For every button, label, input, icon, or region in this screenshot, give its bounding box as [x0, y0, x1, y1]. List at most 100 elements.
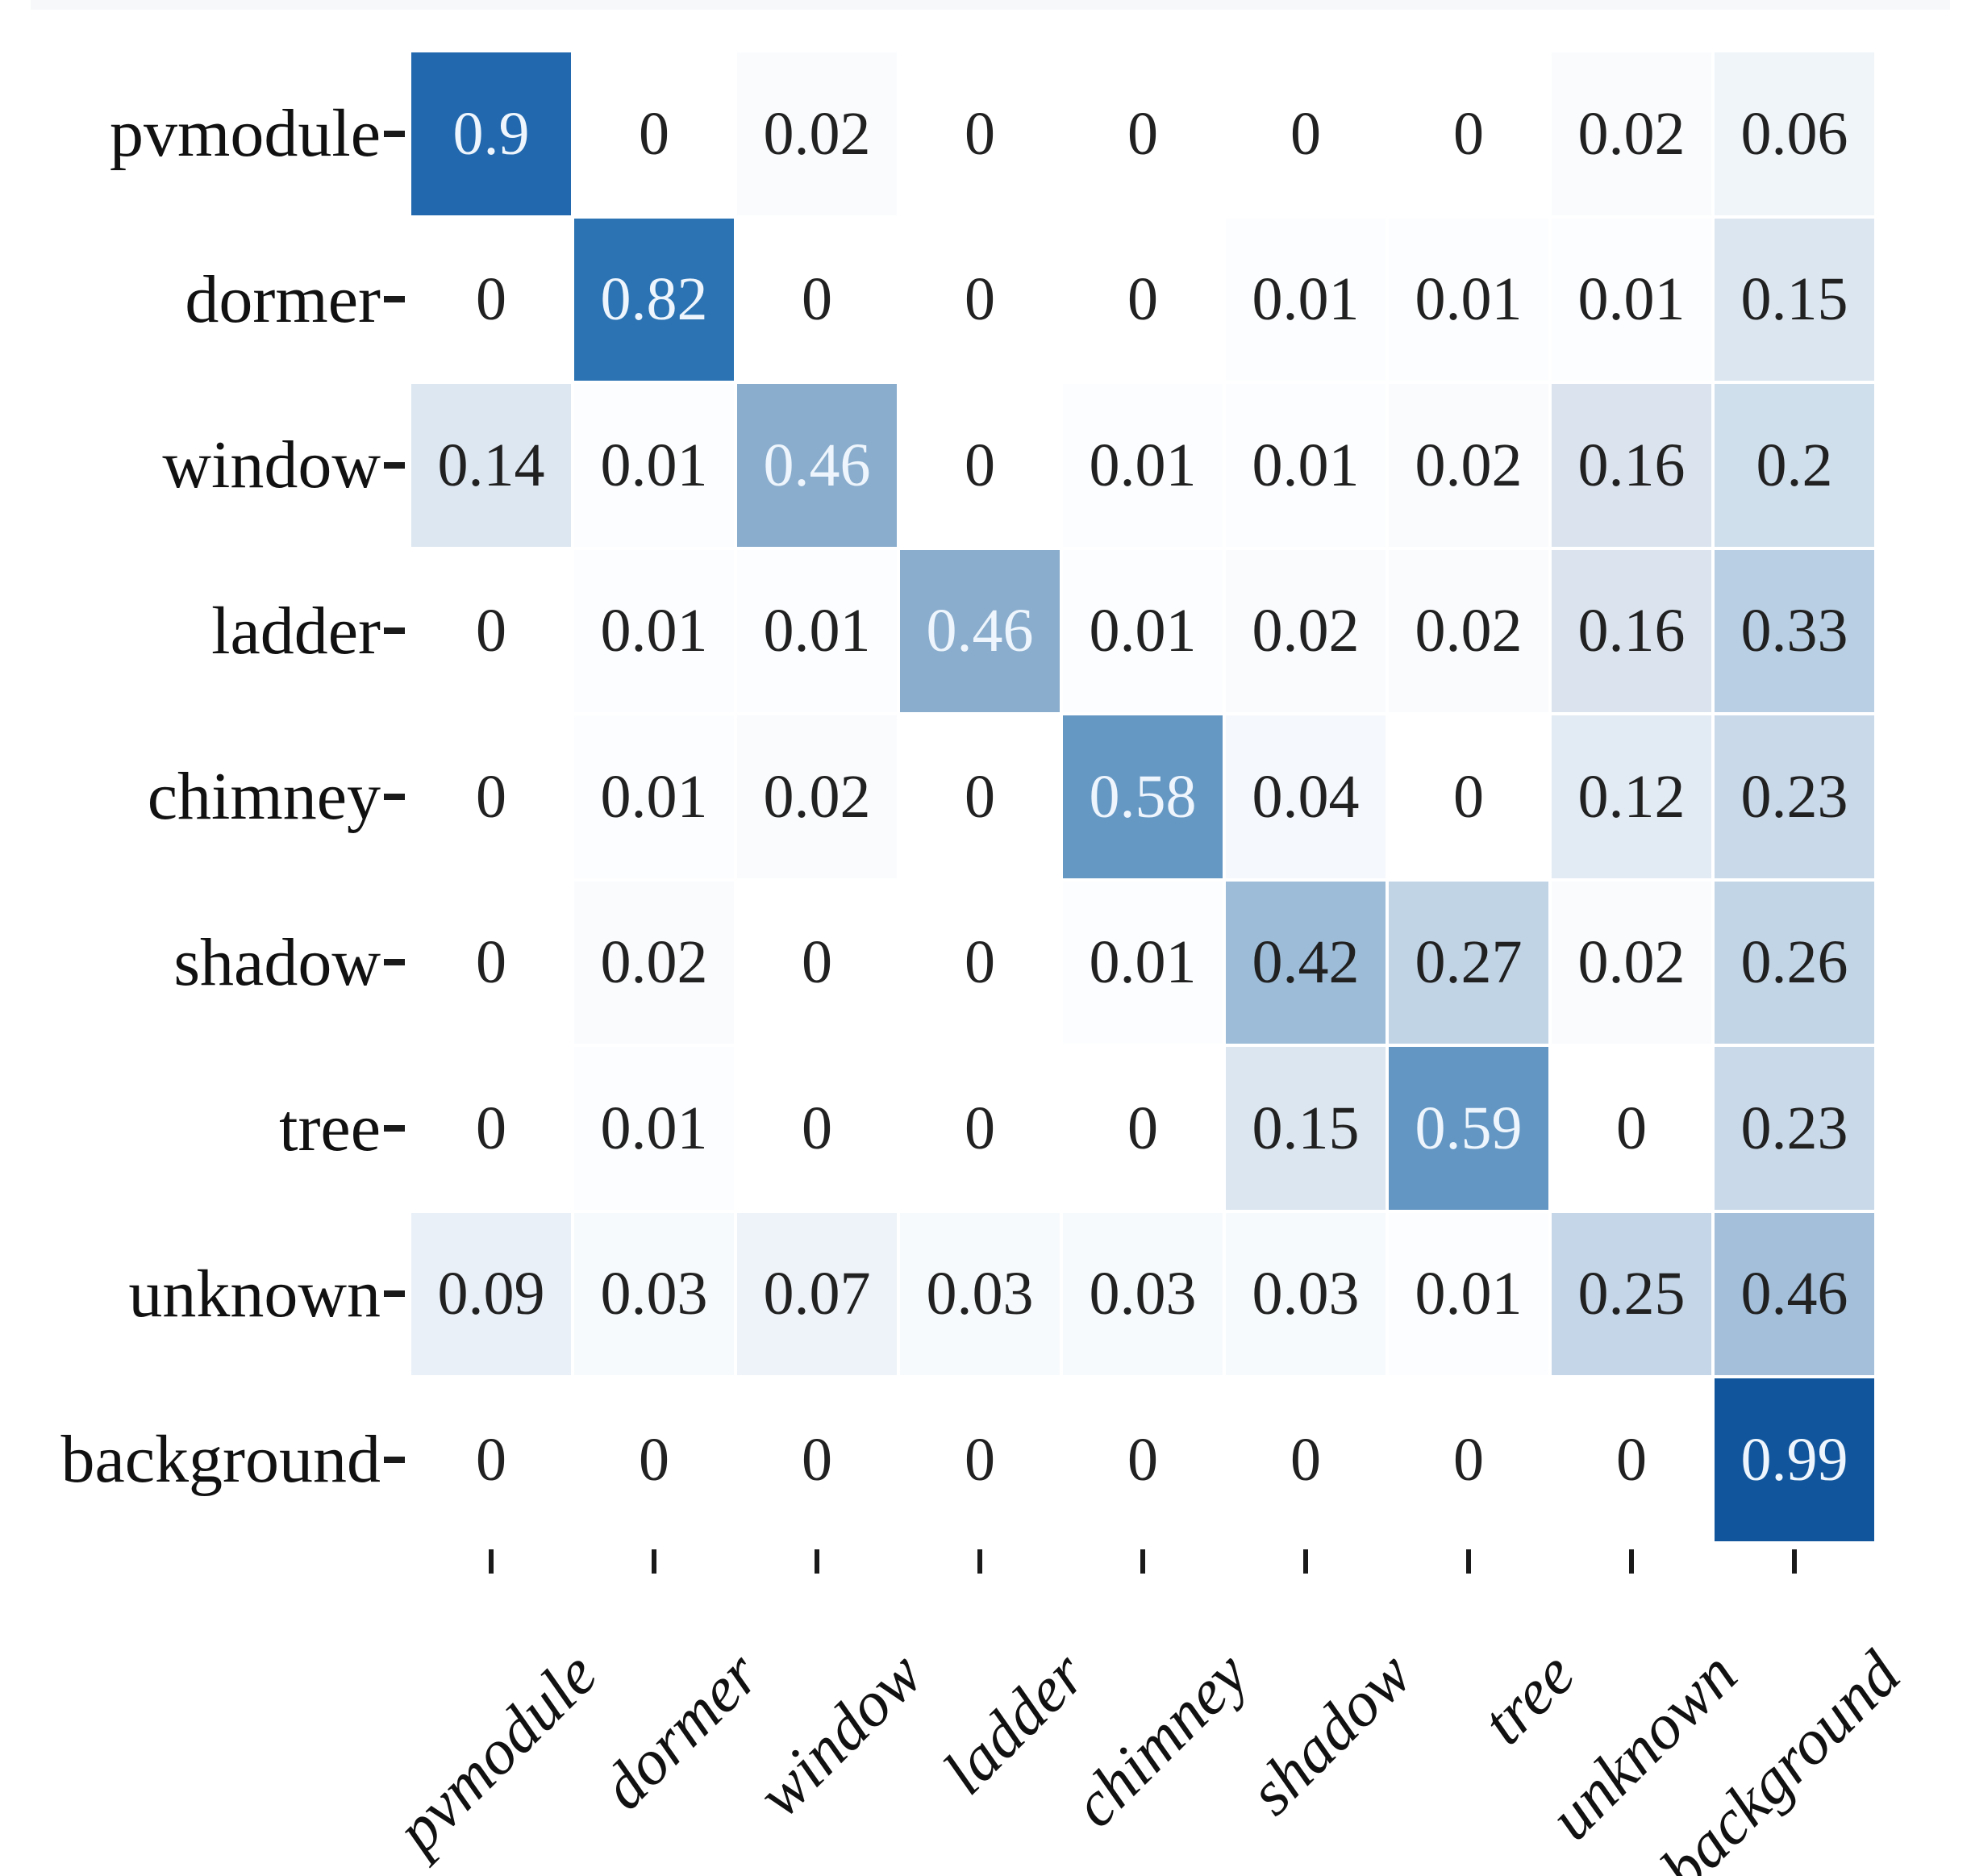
cell-value: 0 [476, 928, 506, 997]
cell-value: 0.16 [1577, 597, 1686, 665]
cell-value: 0 [476, 762, 506, 831]
x-tick [815, 1549, 819, 1574]
cell-value: 0 [802, 1425, 832, 1494]
y-axis-label: shadow [173, 924, 381, 1000]
x-tick [1466, 1549, 1471, 1574]
cell-value: 0.46 [763, 431, 871, 499]
y-tick [384, 959, 405, 966]
cell-value: 0.42 [1252, 928, 1360, 997]
heatmap-cell: 0.06 [1713, 51, 1876, 217]
cell-value: 0.04 [1252, 762, 1360, 831]
heatmap-cell: 0.46 [735, 382, 898, 548]
cell-value: 0.16 [1577, 431, 1686, 499]
cell-value: 0.01 [1252, 431, 1360, 499]
heatmap-cell: 0 [573, 1377, 735, 1543]
heatmap-cell: 0.01 [1061, 382, 1224, 548]
heatmap-cell: 0.01 [1387, 216, 1550, 382]
cell-value: 0.01 [1415, 265, 1523, 334]
heatmap-cell: 0.02 [1224, 548, 1387, 714]
heatmap-cell: 0.01 [1224, 216, 1387, 382]
heatmap-cell: 0.59 [1387, 1045, 1550, 1211]
cell-value: 0.26 [1740, 928, 1848, 997]
heatmap-cell: 0 [410, 714, 573, 880]
x-tick [977, 1549, 982, 1574]
cell-value: 0 [1290, 99, 1321, 168]
cell-value: 0 [1616, 1425, 1647, 1494]
y-axis-label: window [162, 427, 381, 503]
heatmap-cell: 0.01 [1224, 382, 1387, 548]
heatmap-cell: 0 [735, 879, 898, 1045]
heatmap-cell: 0.02 [1550, 879, 1713, 1045]
heatmap-cell: 0.02 [1387, 548, 1550, 714]
cell-value: 0 [965, 265, 995, 334]
cell-value: 0 [1127, 265, 1158, 334]
heatmap-cell: 0.25 [1550, 1211, 1713, 1377]
y-tick [384, 461, 405, 469]
cell-value: 0.01 [1089, 431, 1197, 499]
cell-value: 0.46 [926, 597, 1034, 665]
heatmap-cell: 0 [410, 1377, 573, 1543]
cell-value: 0.03 [600, 1260, 708, 1328]
heatmap-cell: 0.58 [1061, 714, 1224, 880]
heatmap-cell: 0.14 [410, 382, 573, 548]
cell-value: 0.02 [1415, 431, 1523, 499]
heatmap-cell: 0.01 [1061, 879, 1224, 1045]
cell-value: 0 [476, 265, 506, 334]
cell-value: 0.02 [600, 928, 708, 997]
x-tick [652, 1549, 656, 1574]
heatmap-cell: 0.23 [1713, 714, 1876, 880]
cell-value: 0.07 [763, 1260, 871, 1328]
cell-value: 0 [1127, 99, 1158, 168]
x-axis-label: dormer [589, 1638, 773, 1823]
cell-value: 0 [1616, 1094, 1647, 1162]
heatmap-cell: 0 [735, 1045, 898, 1211]
heatmap-cell: 0 [573, 51, 735, 217]
cell-value: 0.01 [1089, 928, 1197, 997]
cell-value: 0.99 [1740, 1425, 1848, 1494]
cell-value: 0 [965, 1094, 995, 1162]
cell-value: 0 [476, 597, 506, 665]
cell-value: 0.06 [1740, 99, 1848, 168]
cell-value: 0.12 [1577, 762, 1686, 831]
heatmap-cell: 0.03 [898, 1211, 1061, 1377]
heatmap-cell: 0.02 [735, 51, 898, 217]
x-tick [1792, 1549, 1797, 1574]
heatmap-cell: 0.01 [1550, 216, 1713, 382]
confusion-matrix-heatmap: 0.9 0 0.02 0 0 0 0 0.02 0.06 0 0.82 0 0 0 0.01 0.01 0.01… [410, 51, 1876, 1543]
cell-value: 0.9 [452, 99, 530, 168]
y-axis-label: dormer [185, 261, 381, 337]
cell-value: 0 [965, 431, 995, 499]
heatmap-cell: 0 [1387, 1377, 1550, 1543]
cell-value: 0.03 [1089, 1260, 1197, 1328]
heatmap-cell: 0.27 [1387, 879, 1550, 1045]
y-tick [384, 296, 405, 303]
cell-value: 0 [1453, 1425, 1484, 1494]
heatmap-cell: 0 [1061, 1045, 1224, 1211]
cell-value: 0.01 [600, 762, 708, 831]
heatmap-cell: 0.02 [1550, 51, 1713, 217]
heatmap-cell: 0.01 [573, 1045, 735, 1211]
heatmap-cell: 0 [898, 1377, 1061, 1543]
cell-value: 0.02 [1415, 597, 1523, 665]
heatmap-cell: 0 [410, 879, 573, 1045]
heatmap-cell: 0 [1550, 1045, 1713, 1211]
heatmap-cell: 0 [898, 382, 1061, 548]
x-axis-label: shadow [1235, 1638, 1425, 1828]
cell-value: 0.27 [1415, 928, 1523, 997]
heatmap-cell: 0.02 [1387, 382, 1550, 548]
cell-value: 0.15 [1252, 1094, 1360, 1162]
heatmap-cell: 0.16 [1550, 548, 1713, 714]
heatmap-cell: 0.01 [573, 382, 735, 548]
heatmap-cell: 0.12 [1550, 714, 1713, 880]
cell-value: 0.02 [763, 99, 871, 168]
cell-value: 0 [965, 762, 995, 831]
heatmap-cell: 0 [1387, 714, 1550, 880]
heatmap-cell: 0 [1061, 51, 1224, 217]
y-axis-label: pvmodule [110, 96, 381, 172]
x-tick [489, 1549, 494, 1574]
cell-value: 0 [965, 99, 995, 168]
heatmap-cell: 0.9 [410, 51, 573, 217]
y-axis-label: background [60, 1422, 381, 1498]
cell-value: 0.03 [1252, 1260, 1360, 1328]
